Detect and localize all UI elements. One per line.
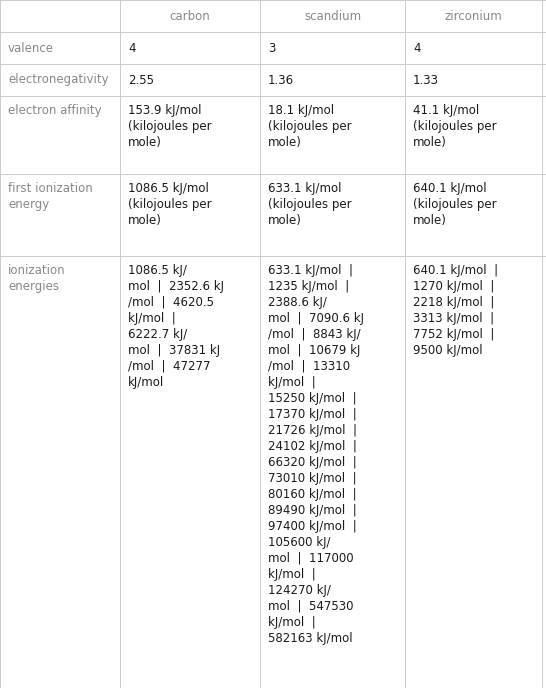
Text: 1.33: 1.33 [413, 74, 439, 87]
Text: first ionization
energy: first ionization energy [8, 182, 93, 211]
Text: 633.1 kJ/mol  |
1235 kJ/mol  |
2388.6 kJ/
mol  |  7090.6 kJ
/mol  |  8843 kJ/
mo: 633.1 kJ/mol | 1235 kJ/mol | 2388.6 kJ/ … [268, 264, 364, 645]
Text: 633.1 kJ/mol
(kilojoules per
mole): 633.1 kJ/mol (kilojoules per mole) [268, 182, 352, 227]
Text: electron affinity: electron affinity [8, 104, 102, 117]
Text: 3: 3 [268, 41, 275, 54]
Text: 4: 4 [413, 41, 420, 54]
Text: 153.9 kJ/mol
(kilojoules per
mole): 153.9 kJ/mol (kilojoules per mole) [128, 104, 212, 149]
Text: ionization
energies: ionization energies [8, 264, 66, 293]
Text: 640.1 kJ/mol  |
1270 kJ/mol  |
2218 kJ/mol  |
3313 kJ/mol  |
7752 kJ/mol  |
9500: 640.1 kJ/mol | 1270 kJ/mol | 2218 kJ/mol… [413, 264, 498, 357]
Text: 4: 4 [128, 41, 135, 54]
Text: 2.55: 2.55 [128, 74, 154, 87]
Text: valence: valence [8, 41, 54, 54]
Text: 41.1 kJ/mol
(kilojoules per
mole): 41.1 kJ/mol (kilojoules per mole) [413, 104, 497, 149]
Text: 640.1 kJ/mol
(kilojoules per
mole): 640.1 kJ/mol (kilojoules per mole) [413, 182, 497, 227]
Text: zirconium: zirconium [444, 10, 502, 23]
Text: 18.1 kJ/mol
(kilojoules per
mole): 18.1 kJ/mol (kilojoules per mole) [268, 104, 352, 149]
Text: 1.36: 1.36 [268, 74, 294, 87]
Text: carbon: carbon [170, 10, 210, 23]
Text: 1086.5 kJ/
mol  |  2352.6 kJ
/mol  |  4620.5
kJ/mol  |
6222.7 kJ/
mol  |  37831 : 1086.5 kJ/ mol | 2352.6 kJ /mol | 4620.5… [128, 264, 224, 389]
Text: electronegativity: electronegativity [8, 74, 109, 87]
Text: scandium: scandium [304, 10, 361, 23]
Text: 1086.5 kJ/mol
(kilojoules per
mole): 1086.5 kJ/mol (kilojoules per mole) [128, 182, 212, 227]
